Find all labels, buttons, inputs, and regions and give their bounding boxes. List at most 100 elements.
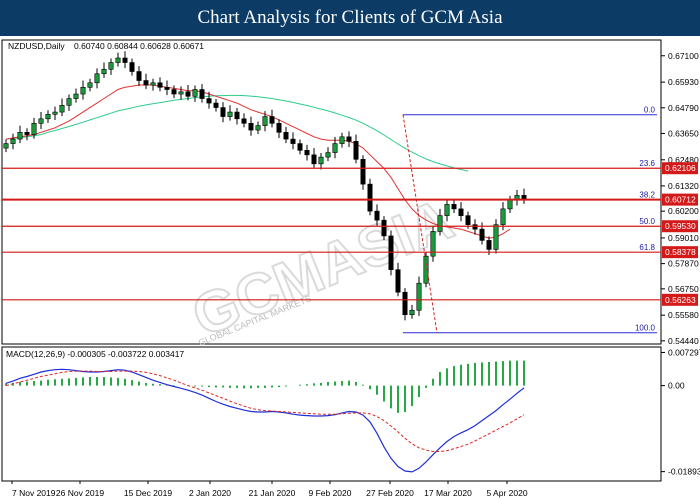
- bearish-candle: [311, 154, 317, 165]
- time-axis-tick-label: 2 Jan 2020: [189, 488, 231, 498]
- time-axis-tick-label: 26 Nov 2019: [56, 488, 104, 498]
- macd-panel-frame: [1, 346, 662, 482]
- bullish-candle: [339, 136, 345, 144]
- bearish-candle: [395, 269, 401, 293]
- bearish-candle: [213, 102, 219, 108]
- price-level-tag-label: 0.56263: [665, 295, 696, 305]
- moving-average-green: [5, 94, 469, 172]
- bullish-candle: [437, 215, 443, 232]
- bullish-candle: [3, 143, 9, 149]
- bearish-candle: [199, 89, 205, 99]
- fibonacci-ratio-label: 38.2: [639, 191, 655, 200]
- bullish-candle: [416, 282, 422, 311]
- bullish-candle: [409, 309, 415, 316]
- bullish-candle: [115, 57, 121, 63]
- bearish-candle: [269, 116, 275, 124]
- bearish-candle: [374, 210, 380, 221]
- bullish-candle: [325, 152, 331, 158]
- bearish-candle: [479, 228, 485, 241]
- macd-axis-tick-label: 0.00: [668, 381, 685, 391]
- bullish-candle: [332, 143, 338, 153]
- bullish-candle: [500, 208, 506, 225]
- fibonacci-ratio-label: 100.0: [635, 324, 656, 333]
- bearish-candle: [458, 208, 464, 216]
- bearish-candle: [136, 71, 142, 81]
- bearish-candle: [276, 123, 282, 133]
- price-axis-tick-label: 0.56750: [668, 284, 699, 294]
- bearish-candle: [290, 138, 296, 144]
- bearish-candle: [451, 204, 457, 210]
- bullish-candle: [80, 86, 86, 95]
- price-axis-tick-label: 0.64790: [668, 103, 699, 113]
- price-axis-tick-label: 0.67100: [668, 51, 699, 61]
- price-axis-tick-label: 0.54440: [668, 336, 699, 346]
- price-panel-frame: [1, 39, 662, 345]
- price-axis-tick-label: 0.63650: [668, 128, 699, 138]
- macd-signal-line: [5, 370, 525, 452]
- price-axis-tick-label: 0.62480: [668, 155, 699, 165]
- bearish-candle: [143, 80, 149, 86]
- bearish-candle: [248, 123, 254, 131]
- bullish-candle: [101, 68, 107, 75]
- fibonacci-ratio-label: 50.0: [639, 217, 655, 226]
- bullish-candle: [52, 111, 58, 115]
- time-axis-tick-label: 15 Dec 2019: [124, 488, 172, 498]
- bearish-candle: [220, 107, 226, 117]
- chart-title-banner: Chart Analysis for Clients of GCM Asia: [0, 0, 700, 36]
- bullish-candle: [227, 111, 233, 117]
- bearish-candle: [472, 224, 478, 230]
- bullish-candle: [17, 132, 23, 140]
- time-axis-tick-label: 7 Nov 2019: [12, 488, 56, 498]
- fibonacci-trendline: [402, 114, 438, 333]
- bearish-candle: [304, 150, 310, 156]
- bullish-candle: [318, 156, 324, 165]
- price-axis-tick-label: 0.57870: [668, 259, 699, 269]
- price-axis-tick-label: 0.60200: [668, 206, 699, 216]
- bearish-candle: [283, 132, 289, 140]
- bullish-candle: [444, 204, 450, 216]
- time-axis-tick-label: 17 Mar 2020: [424, 488, 472, 498]
- fibonacci-ratio-label: 23.6: [639, 159, 655, 168]
- bullish-candle: [31, 123, 37, 135]
- time-axis-tick-label: 27 Feb 2020: [366, 488, 414, 498]
- fibonacci-ratio-label: 61.8: [639, 243, 655, 252]
- bearish-candle: [185, 91, 191, 97]
- bullish-candle: [430, 231, 436, 257]
- bearish-candle: [297, 143, 303, 151]
- bearish-candle: [157, 82, 163, 88]
- bearish-candle: [234, 111, 240, 120]
- price-axis-tick-label: 0.61320: [668, 181, 699, 191]
- bearish-candle: [486, 240, 492, 250]
- ohlc-label: 0.60740 0.60844 0.60628 0.60671: [74, 41, 204, 51]
- bearish-candle: [346, 136, 352, 142]
- bearish-candle: [129, 62, 135, 72]
- bullish-candle: [38, 118, 44, 124]
- bullish-candle: [150, 82, 156, 86]
- macd-axis-tick-label: 0.007297: [668, 347, 700, 357]
- bearish-candle: [122, 57, 128, 63]
- price-axis-tick-label: 0.59010: [668, 233, 699, 243]
- bullish-candle: [108, 62, 114, 70]
- bearish-candle: [367, 183, 373, 212]
- time-axis-tick-label: 5 Apr 2020: [486, 488, 527, 498]
- bearish-candle: [381, 219, 387, 237]
- bearish-candle: [206, 98, 212, 104]
- price-level-tag-label: 0.62106: [665, 163, 696, 173]
- price-level-tag-label: 0.59530: [665, 221, 696, 231]
- price-axis-tick-label: 0.55580: [668, 310, 699, 320]
- moving-average-red: [5, 84, 511, 239]
- bullish-candle: [59, 105, 65, 113]
- price-level-tag: [662, 246, 698, 259]
- price-level-tag-label: 0.60712: [665, 195, 696, 205]
- fibonacci-ratio-label: 0.0: [644, 106, 656, 115]
- macd-label: MACD(12,26,9) -0.000305 -0.003722 0.0034…: [6, 349, 184, 359]
- bearish-candle: [241, 118, 247, 124]
- time-axis-tick-label: 9 Feb 2020: [308, 488, 351, 498]
- bullish-candle: [178, 91, 184, 95]
- bullish-candle: [255, 125, 261, 131]
- bearish-candle: [360, 159, 366, 185]
- price-level-tag: [662, 293, 698, 306]
- symbol-label: NZDUSD,Daily: [8, 41, 65, 51]
- bullish-candle: [73, 93, 79, 99]
